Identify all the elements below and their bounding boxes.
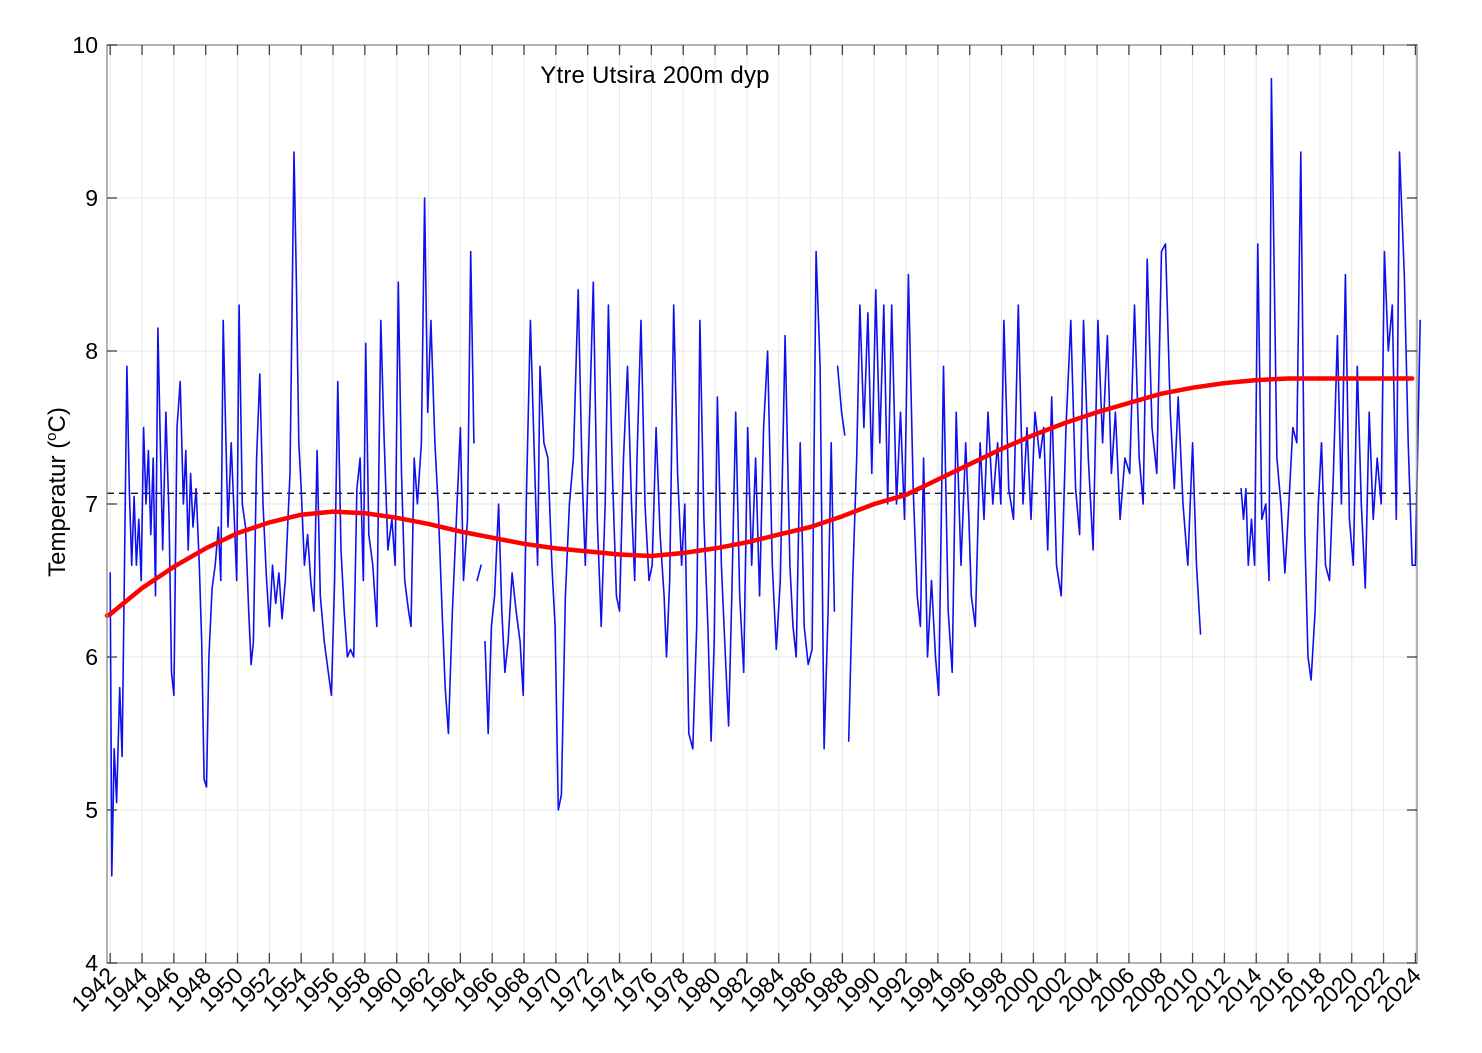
trend-line [104, 376, 1415, 618]
temperature-series [836, 365, 846, 436]
chart-title: Ytre Utsira 200m dyp [540, 62, 770, 89]
y-tick-label: 5 [85, 797, 98, 823]
temperature-series [109, 151, 475, 877]
temperature-series [847, 243, 1202, 742]
y-tick-label: 6 [85, 644, 98, 670]
y-tick-label: 7 [85, 491, 98, 517]
temperature-series [1240, 77, 1421, 681]
temperature-series [484, 250, 836, 811]
y-tick-label: 4 [85, 950, 98, 976]
y-tick-label: 10 [72, 32, 98, 58]
y-tick-label: 9 [85, 185, 98, 211]
y-axis-label-prefix: Temperatur ( [44, 440, 71, 577]
y-axis-label: Temperatur (oC) [43, 407, 72, 577]
temperature-series [476, 564, 482, 582]
y-axis-label-suffix: C) [44, 407, 71, 433]
y-axis-label-degree: o [43, 432, 60, 441]
y-tick-label: 8 [85, 338, 98, 364]
